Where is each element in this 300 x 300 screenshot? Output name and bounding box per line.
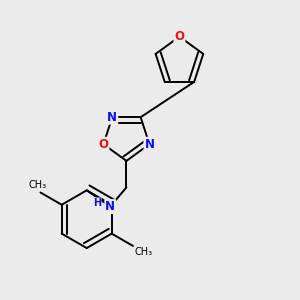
- Text: N: N: [107, 111, 117, 124]
- Text: CH₃: CH₃: [134, 248, 152, 257]
- Text: O: O: [98, 138, 109, 151]
- Text: O: O: [174, 30, 184, 43]
- Text: N: N: [105, 200, 115, 213]
- Text: CH₃: CH₃: [28, 180, 46, 190]
- Text: H: H: [93, 198, 101, 208]
- Text: N: N: [144, 138, 154, 151]
